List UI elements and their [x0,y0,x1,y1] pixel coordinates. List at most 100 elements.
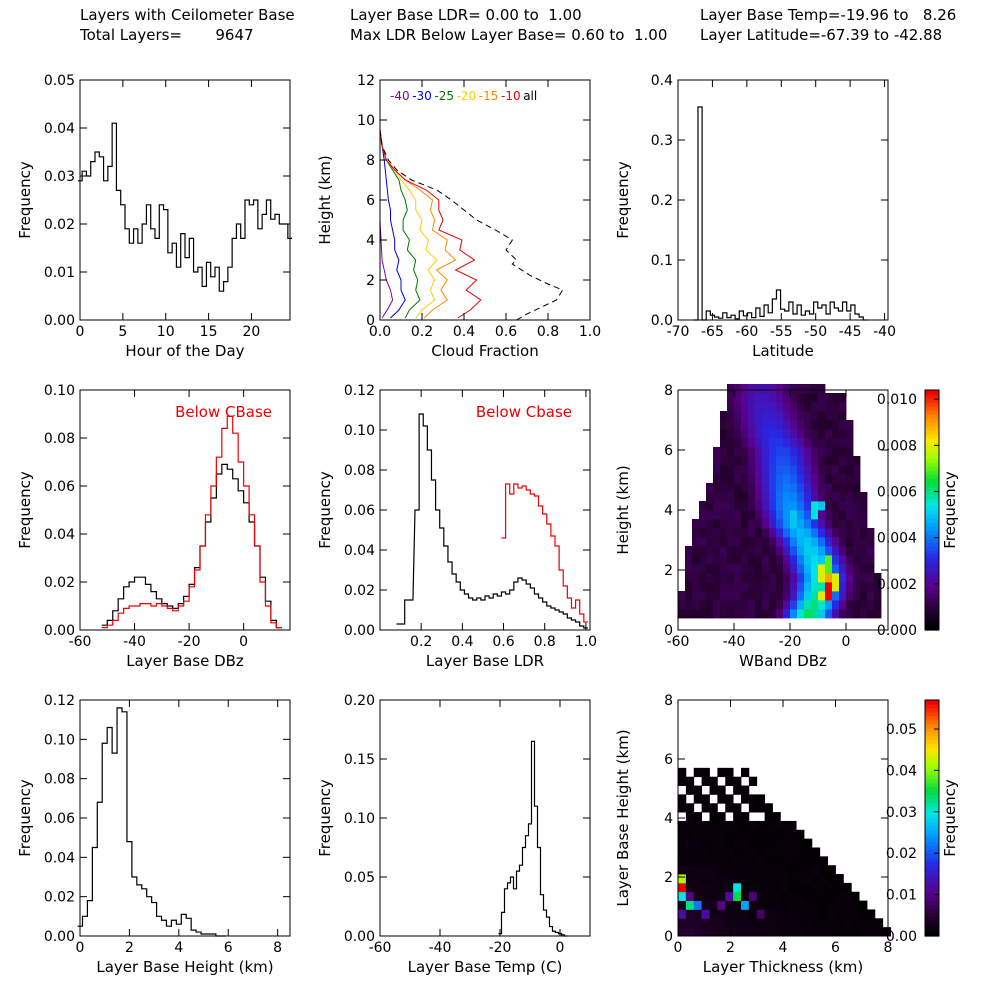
heatmap-cell [780,865,788,874]
chart-dbz: Below CBase-60 -40 -20 00.000.020.040.060.0… [16,383,290,670]
heatmap-cell [776,402,783,411]
heatmap-cell [694,883,702,892]
colorbar-segment [925,818,939,823]
colorbar-segment [925,622,939,627]
heatmap-cell [727,402,734,411]
heatmap-cell [710,892,718,901]
heatmap-cell [755,519,762,528]
heatmap-cell [853,573,860,582]
heatmap-cell [762,447,769,456]
heatmap-cell [780,874,788,883]
heatmap-cell [812,865,820,874]
heatmap-cell [699,555,706,564]
heatmap-cell [748,510,755,519]
x-tick-label: 8 [884,940,893,956]
heatmap-cell [853,519,860,528]
heatmap-cell [717,883,725,892]
heatmap-cell [694,865,702,874]
heatmap-cell [783,600,790,609]
legend-label: -40 [390,89,410,103]
heatmap-cell [741,474,748,483]
heatmap-cell [717,865,725,874]
chart-hour: 0 5 10 15 200.000.010.020.030.040.05Hour of … [16,73,292,360]
heatmap-cell [839,402,846,411]
colorbar-segment [925,554,939,559]
heatmap-cell [811,573,818,582]
heatmap-cell [818,438,825,447]
heatmap-cell [832,447,839,456]
y-tick-label: 2 [366,273,375,289]
heatmap-cell [734,456,741,465]
x-tick-label: 0 [76,940,85,956]
heatmap-cell [686,883,694,892]
series-line [102,416,282,627]
heatmap-cell [720,501,727,510]
colorbar-segment [925,570,939,575]
heatmap-cell [836,901,844,910]
heatmap-cell [804,609,811,618]
heatmap-cell [825,447,832,456]
heatmap-cell [773,874,781,883]
series-line [380,130,437,318]
heatmap-cell [846,492,853,501]
heatmap-cell [769,609,776,618]
heatmap-cell [678,883,686,892]
heatmap-cell [762,546,769,555]
heatmap-cell [710,927,718,936]
heatmap-cell [702,794,710,803]
x-tick-label: 15 [200,324,218,340]
heatmap-cell [741,546,748,555]
heatmap-cell [832,438,839,447]
heatmap-cell [811,537,818,546]
heatmap-cell [790,384,797,393]
heatmap-cell [765,865,773,874]
heatmap-cell [678,830,686,839]
heatmap-cell [706,555,713,564]
y-tick-label: 8 [366,153,375,169]
heatmap-cell [776,609,783,618]
heatmap-cell [762,492,769,501]
heatmap-cell [717,768,725,777]
heatmap-cell [769,474,776,483]
y-tick-label: 0.1 [651,253,673,269]
heatmap-cell [694,830,702,839]
heatmap-cell [836,909,844,918]
legend-label: -30 [412,89,432,103]
heatmap-cell [859,901,867,910]
heatmap-cell [788,874,796,883]
heatmap-cell [755,591,762,600]
heatmap-cell [717,874,725,883]
heatmap-cell [832,609,839,618]
heatmap-cell [839,573,846,582]
x-tick-label: 8 [273,940,282,956]
heatmap-cell [685,546,692,555]
heatmap-cell [818,384,825,393]
plot-frame [678,80,888,320]
heatmap-cell [783,591,790,600]
colorbar-segment [925,574,939,579]
heatmap-cell [825,483,832,492]
heatmap-cell [710,918,718,927]
heatmap-cell [757,839,765,848]
colorbar-segment [925,466,939,471]
colorbar-tick-label: 0.004 [877,531,917,547]
heatmap-cell [694,927,702,936]
heatmap-cell [734,447,741,456]
heatmap-cell [818,609,825,618]
colorbar-segment [925,562,939,567]
colorbar-segment [925,802,939,807]
heatmap-cell [811,591,818,600]
heatmap-cell [811,447,818,456]
heatmap-cell [741,528,748,537]
heatmap-cell [796,830,804,839]
colorbar-segment [925,916,939,921]
heatmap-cell [867,609,874,618]
x-tick-label: -60 [735,324,758,340]
x-tick-label: -20 [178,634,201,650]
heatmap-cell [755,456,762,465]
heatmap-cell [741,909,749,918]
colorbar-segment [925,751,939,756]
heatmap-cell [832,411,839,420]
heatmap-cell [773,883,781,892]
heatmap-cell [678,768,686,777]
